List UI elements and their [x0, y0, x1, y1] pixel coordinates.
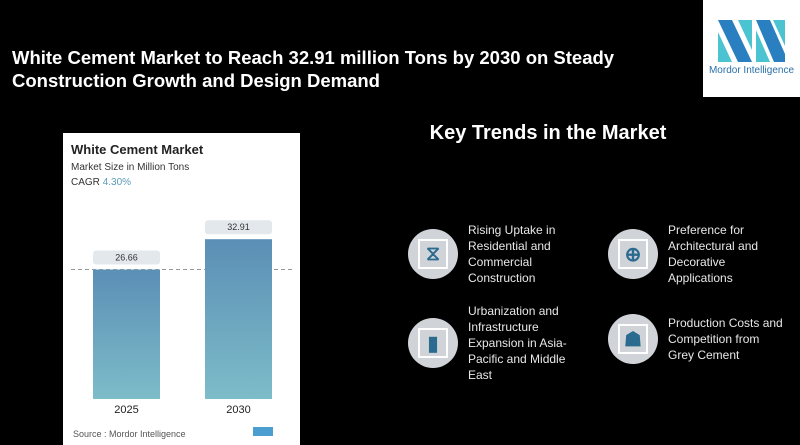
x-tick-label: 2025 — [114, 404, 138, 416]
cagr: CAGR 4.30% — [71, 177, 131, 188]
x-tick-label: 2030 — [226, 404, 250, 416]
logo-text: Mordor Intelligence — [708, 65, 795, 76]
data-label-bg — [93, 250, 160, 265]
chart-card: 26.66 2025 32.91 2030 White Cement Market M… — [63, 133, 300, 445]
trend-text: Preference for Architectural and Decorat… — [668, 223, 759, 285]
pill-bottle-icon: ▮ — [408, 318, 458, 368]
trend-text: Production Costs and Competition from Gr… — [668, 316, 783, 362]
bar-2030 — [205, 239, 272, 399]
data-label: 32.91 — [227, 222, 250, 232]
mordor-intelligence-logo: Mordor Intelligence — [703, 0, 800, 97]
trend-item: ☗ Production Costs and Competition from … — [608, 314, 783, 364]
chart-subtitle: Market Size in Million Tons — [71, 162, 190, 173]
bar-2025 — [93, 269, 160, 399]
key-trends-heading: Key Trends in the Market — [429, 122, 667, 144]
data-label: 26.66 — [115, 253, 138, 263]
bar-chart: 26.66 2025 32.91 2030 — [71, 220, 295, 436]
trend-item: ⧖ Rising Uptake in Residential and Comme… — [408, 222, 583, 286]
doctor-icon: ☗ — [608, 314, 658, 364]
trend-text: Urbanization and Infrastructure Expansio… — [468, 304, 567, 382]
trend-item: ⊕ Preference for Architectural and Decor… — [608, 222, 783, 286]
trend-text: Rising Uptake in Residential and Commerc… — [468, 223, 556, 285]
source-logo-icon — [253, 427, 273, 436]
cagr-value: 4.30% — [102, 177, 132, 188]
source-text: Source : Mordor Intelligence — [73, 429, 186, 439]
cagr-label: CAGR — [71, 177, 100, 188]
trend-item: ▮ Urbanization and Infrastructure Expans… — [408, 303, 583, 383]
dna-icon: ⧖ — [408, 229, 458, 279]
medical-cross-icon: ⊕ — [608, 229, 658, 279]
logo-mark-icon — [718, 20, 785, 62]
data-label-bg — [205, 220, 272, 235]
chart-title: White Cement Market — [71, 142, 204, 157]
page-title: White Cement Market to Reach 32.91 milli… — [12, 47, 615, 91]
